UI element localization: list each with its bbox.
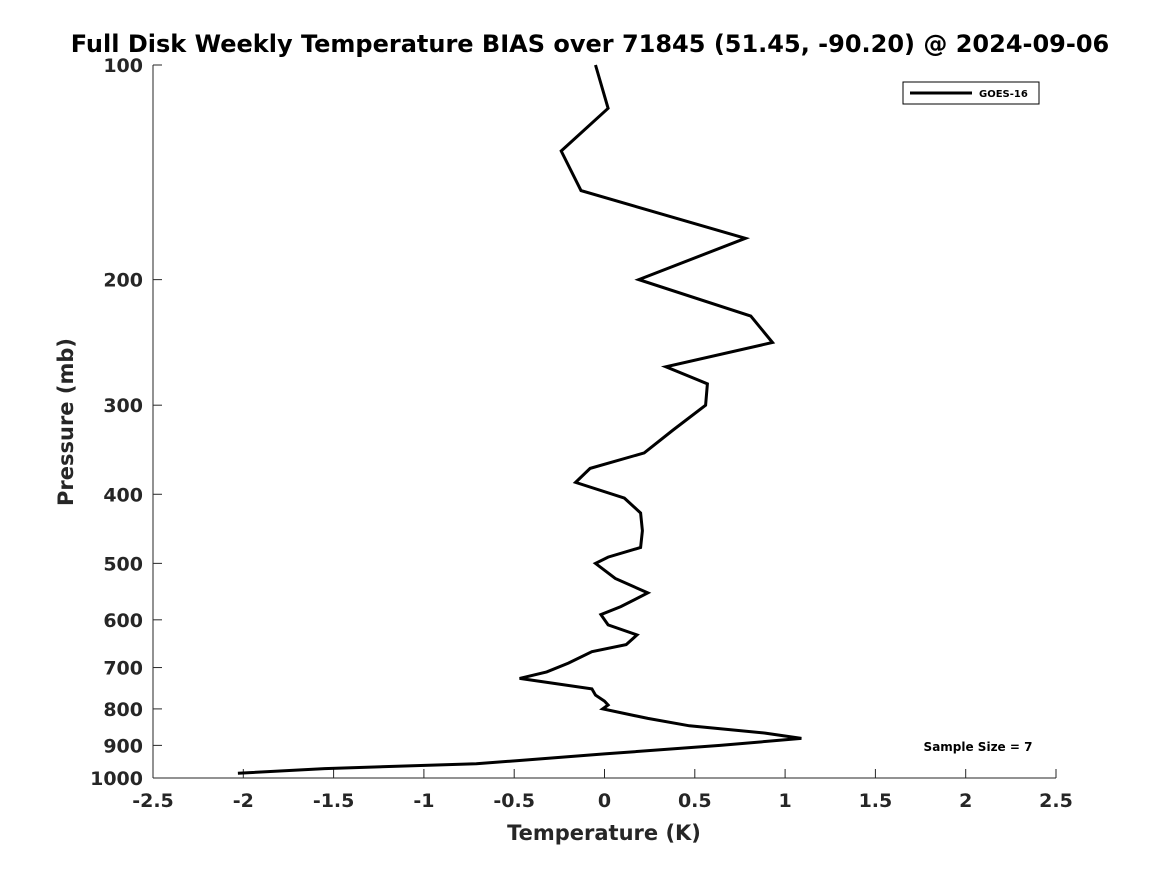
series-line-goes-16 <box>237 64 802 775</box>
x-tick-label: 0.5 <box>678 790 712 812</box>
y-tick-label: 800 <box>103 699 143 721</box>
chart-title: Full Disk Weekly Temperature BIAS over 7… <box>71 30 1110 58</box>
y-tick-label: 100 <box>103 55 143 77</box>
legend: GOES-16 <box>902 81 1040 105</box>
series-layer <box>237 64 802 775</box>
x-tick-label: -0.5 <box>493 790 535 812</box>
y-tick-label: 400 <box>103 484 143 506</box>
y-tick-label: 700 <box>103 658 143 680</box>
x-tick-label: -1 <box>413 790 434 812</box>
y-tick-label: 200 <box>103 270 143 292</box>
sample-size-annotation: Sample Size = 7 <box>924 740 1033 754</box>
legend-label-goes-16: GOES-16 <box>979 89 1028 100</box>
y-tick-label: 300 <box>103 395 143 417</box>
x-tick-label: 1.5 <box>859 790 893 812</box>
x-tick-label: 2 <box>959 790 972 812</box>
x-tick-label: -2 <box>233 790 254 812</box>
x-tick-label: 2.5 <box>1039 790 1073 812</box>
y-axis-ticks: 100 200 300 400 500 600 700 800 900 1000 <box>90 55 162 790</box>
x-tick-label: 0 <box>598 790 611 812</box>
plot-area <box>152 65 1056 779</box>
y-tick-label: 900 <box>103 735 143 757</box>
y-tick-label: 500 <box>103 553 143 575</box>
x-axis-ticks: -2.5 -2 -1.5 -1 -0.5 0 0.5 1 1.5 2 2.5 <box>132 769 1073 812</box>
x-tick-label: -2.5 <box>132 790 174 812</box>
x-tick-label: -1.5 <box>313 790 355 812</box>
y-tick-label: 600 <box>103 610 143 632</box>
x-axis-label: Temperature (K) <box>507 821 701 845</box>
y-axis-label: Pressure (mb) <box>54 338 78 506</box>
x-tick-label: 1 <box>778 790 791 812</box>
y-tick-label: 1000 <box>90 768 143 790</box>
